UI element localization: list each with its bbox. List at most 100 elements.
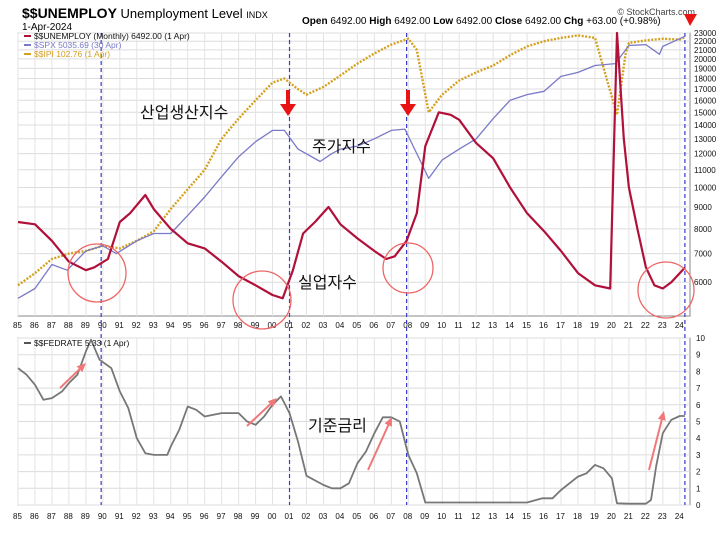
fedrate-x-tick: 24 [675,512,684,521]
low-label: Low [433,16,454,27]
price-x-tick: 01 [285,321,294,330]
price-x-tick: 18 [573,321,582,330]
fedrate-x-tick: 12 [471,512,480,521]
chg-label: Chg [563,16,584,27]
price-axis-tick: 15000 [694,108,717,117]
fedrate-x-tick: 17 [556,512,565,521]
price-axis-tick: 10000 [694,183,717,192]
fedrate-x-tick: 85 [13,512,22,521]
price-x-tick: 93 [149,321,158,330]
price-x-tick: 88 [64,321,73,330]
fedrate-axis-tick: 2 [696,468,701,477]
price-axis-tick: 19000 [694,64,717,73]
rate-hike-arrow-2023-shaft [648,417,664,471]
unemploy-series-line [17,31,686,300]
legend-entry: $SPX 5035.69 (30 Apr) [34,40,122,50]
fedrate-x-tick: 96 [200,512,209,521]
price-x-tick: 10 [437,321,446,330]
price-x-tick: 12 [471,321,480,330]
rate-hike-arrow-2023-head [657,411,666,421]
price-x-tick: 11 [454,321,463,330]
fedrate-x-tick: 09 [420,512,429,521]
high-label: High [369,16,392,27]
price-x-tick: 87 [47,321,56,330]
spx-series-line [17,35,686,299]
fedrate-axis-tick: 0 [696,501,701,510]
price-x-tick: 92 [132,321,141,330]
rate-hike-arrow-2007-head [384,417,392,427]
fedrate-x-tick: 89 [81,512,90,521]
symbol-label: $$UNEMPLOY [22,5,117,21]
fedrate-x-tick: 99 [251,512,260,521]
price-x-tick: 20 [607,321,616,330]
trough-circle [67,243,127,303]
fedrate-x-tick: 87 [47,512,56,521]
price-x-tick: 24 [675,321,684,330]
fedrate-x-tick: 95 [183,512,192,521]
price-axis-tick: 23000 [694,29,717,38]
annotation-industrial-production: 산업생산지수 [140,103,228,122]
fedrate-x-tick: 04 [335,512,344,521]
fedrate-x-tick: 20 [607,512,616,521]
fedrate-series-line [17,338,685,505]
rate-hike-arrow-2007-shaft [367,422,391,471]
price-x-tick: 13 [488,321,497,330]
fedrate-axis-tick: 5 [696,418,701,427]
price-x-tick: 97 [217,321,226,330]
price-x-tick: 23 [658,321,667,330]
fedrate-x-tick: 23 [658,512,667,521]
price-axis-tick: 14000 [694,121,717,130]
peak-down-arrow-2001-head [280,104,296,116]
legend-entry: $$UNEMPLOY (Monthly) 6492.00 (1 Apr) [34,31,190,41]
price-axis-tick: 9000 [694,203,712,212]
fedrate-x-tick: 94 [166,512,175,521]
fedrate-x-tick: 15 [522,512,531,521]
trough-circle [382,242,434,294]
fedrate-axis-tick: 4 [696,434,701,443]
price-axis-tick: 16000 [694,96,717,105]
fedrate-x-tick: 11 [454,512,463,521]
peak-down-arrow-2024 [684,14,697,26]
fedrate-x-tick: 93 [149,512,158,521]
fedrate-x-tick: 91 [115,512,124,521]
exchange-label: INDX [246,10,268,20]
fedrate-x-tick: 92 [132,512,141,521]
annotation-unemployed: 실업자수 [298,273,357,292]
fedrate-x-tick: 19 [590,512,599,521]
stockcharts-brand: © StockCharts.com [617,7,695,17]
price-x-tick: 15 [522,321,531,330]
trough-circle [637,261,695,319]
price-x-tick: 02 [301,321,310,330]
price-x-tick: 17 [556,321,565,330]
price-axis-tick: 22000 [694,37,717,46]
annotation-stock-index: 주가지수 [312,137,371,156]
price-x-tick: 96 [200,321,209,330]
chart-title: $$UNEMPLOY Unemployment Level INDX [22,5,268,21]
open-value: 6492.00 [330,16,367,27]
price-axis-tick: 18000 [694,74,717,83]
price-axis-tick: 21000 [694,46,717,55]
rate-hike-arrow-1989-shaft [59,367,82,389]
chg-value: +63.00 (+0.98%) [586,16,661,27]
fedrate-x-tick: 08 [403,512,412,521]
ohlc-readout: Open 6492.00 High 6492.00 Low 6492.00 Cl… [302,16,661,27]
trough-circle [232,270,292,330]
price-x-tick: 95 [183,321,192,330]
price-x-tick: 85 [13,321,22,330]
peak-down-arrow-2008-head [400,104,416,116]
fedrate-x-tick: 14 [505,512,514,521]
rate-hike-arrow-2000-shaft [246,402,273,427]
fedrate-x-tick: 97 [217,512,226,521]
fedrate-x-tick: 03 [318,512,327,521]
price-x-tick: 00 [268,321,277,330]
price-axis-tick: 17000 [694,85,717,94]
fedrate-axis-tick: 1 [696,484,701,493]
rate-hike-arrow-1989-head [76,363,86,373]
fedrate-x-tick: 18 [573,512,582,521]
price-x-tick: 04 [335,321,344,330]
low-value: 6492.00 [456,16,493,27]
fedrate-x-tick: 88 [64,512,73,521]
fedrate-axis-tick: 6 [696,401,701,410]
fedrate-x-tick: 06 [369,512,378,521]
fedrate-x-tick: 01 [285,512,294,521]
